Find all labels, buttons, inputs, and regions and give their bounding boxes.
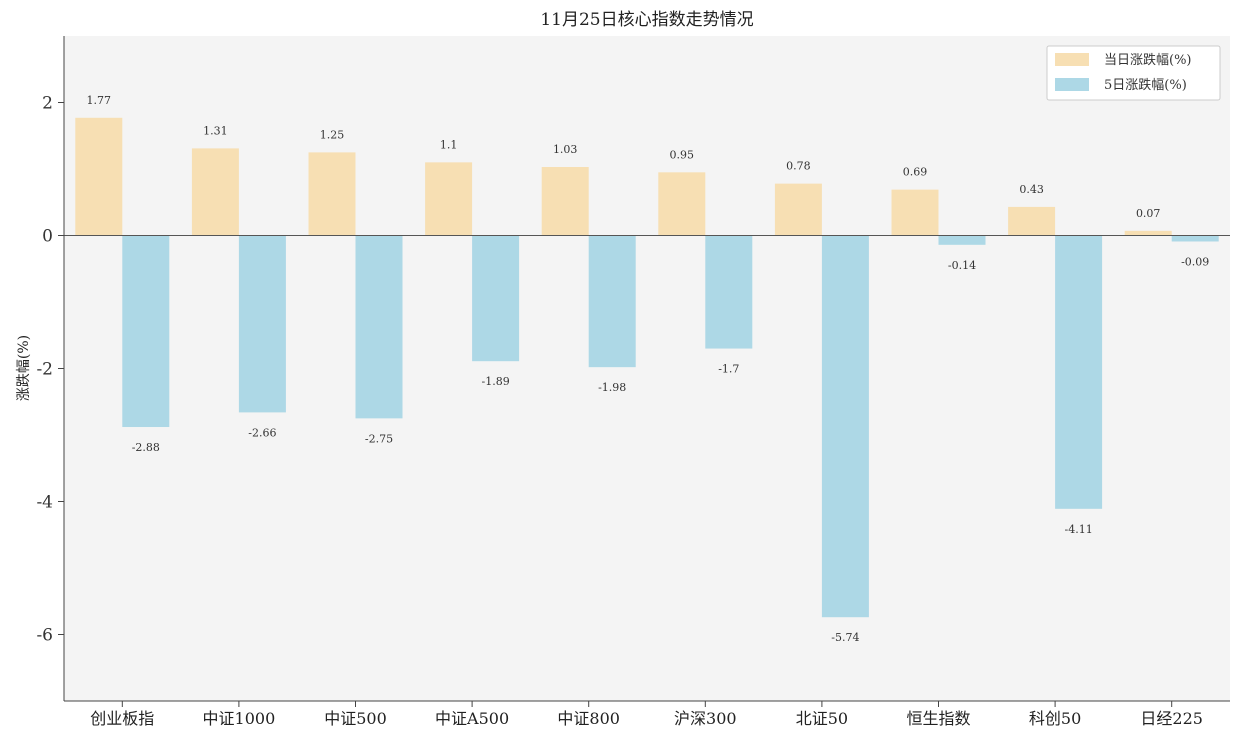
- bar-5day-8: [1055, 235, 1103, 509]
- x-tick-label-7: 恒生指数: [906, 709, 970, 728]
- bar-daily-9: [1124, 230, 1172, 236]
- x-tick-label-8: 科创50: [1029, 709, 1081, 728]
- x-tick-label-2: 中证500: [324, 709, 387, 728]
- y-tick-label-2: -2: [36, 360, 53, 380]
- x-tick-label-1: 中证1000: [203, 709, 276, 728]
- bar-5day-9: [1171, 235, 1219, 242]
- bar-daily-8: [1008, 206, 1056, 236]
- label-5day-2: -2.75: [365, 432, 393, 445]
- label-daily-1: 1.31: [203, 124, 228, 137]
- legend: 当日涨跌幅(%) 5日涨跌幅(%): [1046, 45, 1221, 101]
- label-5day-5: -1.7: [718, 363, 739, 376]
- bar-5day-0: [122, 235, 170, 428]
- label-daily-8: 0.43: [1019, 183, 1044, 196]
- data-labels: 1.77 -2.88 1.31 -2.66 1.25 -2.75 1.1 -1.89 1.03 -…: [87, 94, 1210, 644]
- y-tick-label-4: -6: [36, 626, 53, 646]
- bar-daily-2: [308, 152, 356, 236]
- legend-box: [1046, 45, 1221, 101]
- label-daily-3: 1.1: [440, 138, 458, 151]
- x-tick-label-0: 创业板指: [90, 709, 154, 728]
- label-5day-8: -4.11: [1064, 523, 1092, 536]
- legend-swatch-5day: [1055, 78, 1089, 91]
- x-ticks: 创业板指 中证1000 中证500 中证A500 中证800 沪深300 北证50 恒生指数 科…: [90, 701, 1203, 728]
- label-daily-5: 0.95: [670, 148, 695, 161]
- label-5day-3: -1.89: [481, 375, 509, 388]
- y-ticks: 2 0 -2 -4 -6: [36, 94, 64, 646]
- label-daily-6: 0.78: [786, 160, 811, 173]
- label-daily-0: 1.77: [87, 94, 112, 107]
- label-5day-4: -1.98: [598, 381, 626, 394]
- label-5day-7: -0.14: [948, 259, 976, 272]
- y-tick-label-3: -4: [36, 493, 53, 513]
- bar-daily-3: [425, 162, 473, 236]
- bar-5day-7: [938, 235, 986, 245]
- y-tick-label-1: 0: [42, 227, 53, 247]
- legend-label-5day: 5日涨跌幅(%): [1104, 77, 1187, 93]
- label-5day-6: -5.74: [831, 631, 859, 644]
- label-daily-7: 0.69: [903, 166, 928, 179]
- chart-title: 11月25日核心指数走势情况: [540, 10, 753, 30]
- x-tick-label-3: 中证A500: [435, 709, 509, 728]
- y-axis-label: 涨跌幅(%): [16, 335, 32, 401]
- x-tick-label-4: 中证800: [557, 709, 620, 728]
- x-tick-label-6: 北证50: [796, 709, 848, 728]
- bar-5day-5: [705, 235, 753, 349]
- bar-daily-1: [191, 148, 239, 236]
- bar-5day-2: [355, 235, 403, 419]
- bar-daily-6: [774, 183, 822, 236]
- bar-5day-3: [472, 235, 520, 362]
- bar-5day-4: [588, 235, 636, 368]
- label-5day-0: -2.88: [132, 441, 160, 454]
- bar-5day-6: [821, 235, 869, 618]
- x-tick-label-5: 沪深300: [674, 709, 737, 728]
- bar-daily-4: [541, 167, 589, 236]
- bar-daily-0: [75, 117, 123, 236]
- label-daily-9: 0.07: [1136, 207, 1161, 220]
- bars: [75, 117, 1219, 618]
- bar-5day-1: [238, 235, 286, 413]
- bar-daily-5: [658, 172, 706, 236]
- x-tick-label-9: 日经225: [1140, 709, 1203, 728]
- bar-daily-7: [891, 189, 939, 236]
- legend-label-daily: 当日涨跌幅(%): [1104, 52, 1192, 68]
- label-daily-4: 1.03: [553, 143, 578, 156]
- y-tick-label-0: 2: [42, 94, 53, 114]
- label-5day-9: -0.09: [1181, 255, 1209, 268]
- legend-swatch-daily: [1055, 53, 1089, 66]
- label-daily-2: 1.25: [320, 128, 345, 141]
- label-5day-1: -2.66: [248, 426, 276, 439]
